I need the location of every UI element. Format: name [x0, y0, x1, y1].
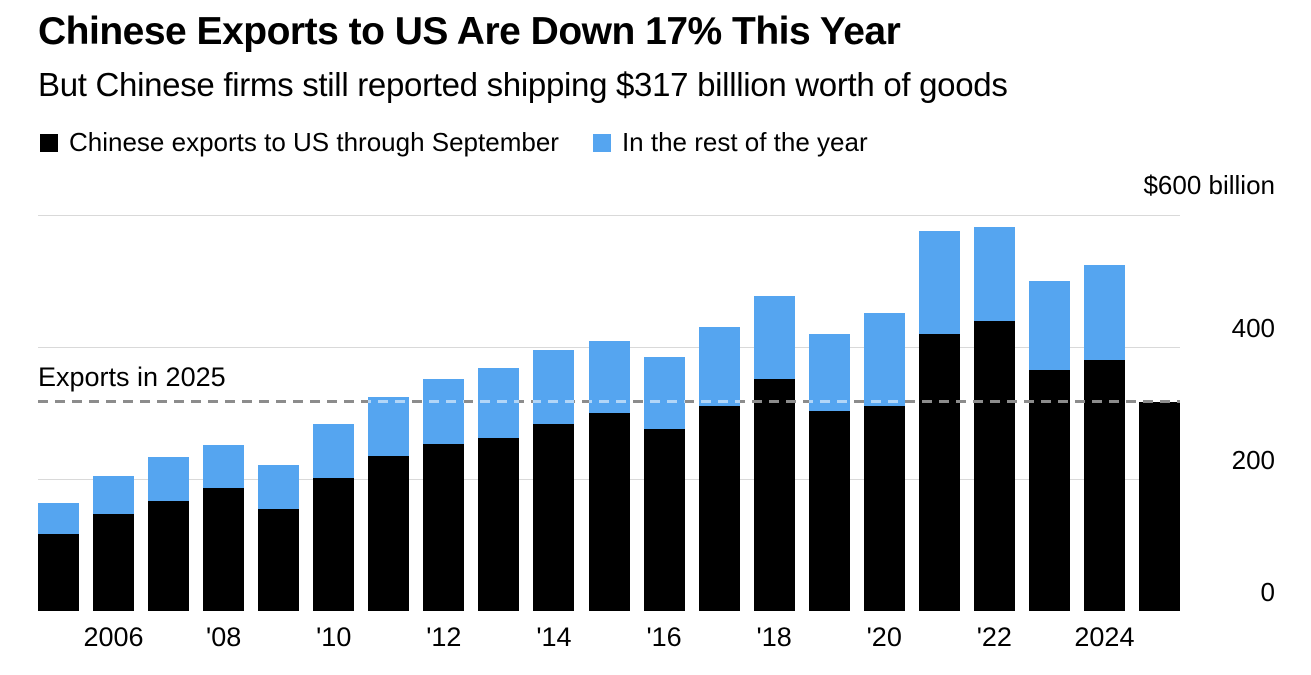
bar-group-2006	[93, 476, 135, 611]
bar-segment-rest	[1083, 264, 1125, 360]
bar-group-2017	[698, 327, 740, 611]
bar-segment-rest	[93, 476, 135, 514]
bar-segment-september	[863, 406, 905, 611]
bar-segment-september	[368, 455, 410, 611]
bar-segment-september	[643, 429, 685, 611]
bar-segment-september	[588, 412, 630, 611]
bar-segment-september	[808, 411, 850, 611]
legend-item-rest: In the rest of the year	[592, 127, 868, 158]
bar-segment-september	[1139, 401, 1180, 611]
bar-segment-rest	[698, 327, 740, 407]
bar-segment-rest	[313, 424, 355, 478]
bar-segment-rest	[258, 465, 300, 509]
x-tick-label: '16	[646, 622, 682, 652]
bar-segment-september	[1083, 359, 1125, 611]
bar-group-2010	[313, 424, 355, 611]
bar-segment-september	[148, 500, 190, 611]
bar-group-2012	[423, 378, 465, 611]
x-tick-label: '08	[206, 622, 242, 652]
bar-segment-rest	[368, 396, 410, 456]
bar-group-2022	[973, 226, 1015, 611]
x-tick-label: '14	[536, 622, 572, 652]
bar-segment-september	[423, 444, 465, 611]
bar-segment-september	[698, 406, 740, 611]
bar-group-2018	[753, 295, 795, 611]
bar-group-2011	[368, 396, 410, 612]
bar-segment-rest	[148, 457, 190, 501]
bar-group-2009	[258, 465, 300, 611]
bar-segment-september	[478, 438, 520, 611]
bar-group-2013	[478, 368, 520, 611]
y-tick-label: 400	[1231, 313, 1275, 343]
legend-item-september: Chinese exports to US through September	[40, 127, 559, 158]
bar-group-2019	[808, 334, 850, 611]
x-tick-label: '12	[426, 622, 462, 652]
reference-line-label: Exports in 2025	[38, 361, 226, 392]
bar-segment-september	[918, 334, 960, 611]
legend: Chinese exports to US through September …	[40, 127, 868, 158]
bar-segment-rest	[423, 378, 465, 444]
legend-swatch-september	[40, 133, 58, 152]
legend-label-rest: In the rest of the year	[621, 127, 868, 157]
y-axis-top-label: $600 billion	[1143, 170, 1275, 200]
bar-group-2020	[863, 312, 905, 611]
reference-line	[38, 400, 1180, 404]
y-tick-label: 0	[1260, 577, 1275, 607]
bar-segment-september	[93, 513, 135, 611]
bar-segment-rest	[918, 230, 960, 335]
x-tick-label: 2006	[83, 622, 144, 652]
x-tick-label: '22	[976, 622, 1012, 652]
bar-segment-september	[753, 379, 795, 611]
x-tick-label: '18	[756, 622, 792, 652]
y-tick-label: 200	[1231, 445, 1275, 475]
bar-segment-september	[973, 320, 1015, 611]
page-subtitle: But Chinese firms still reported shippin…	[38, 66, 1008, 103]
x-tick-label: '10	[316, 622, 352, 652]
bar-group-2005	[38, 503, 79, 611]
gridline	[38, 215, 1180, 216]
bar-segment-september	[38, 533, 79, 611]
x-tick-label: '20	[866, 622, 902, 652]
legend-swatch-rest	[592, 133, 611, 152]
bar-group-2021	[918, 230, 960, 611]
page-title: Chinese Exports to US Are Down 17% This …	[38, 10, 901, 53]
bar-segment-rest	[863, 312, 905, 407]
bar-group-2024	[1083, 264, 1125, 612]
bar-group-2023	[1028, 281, 1070, 611]
bar-segment-rest	[1028, 281, 1070, 371]
x-tick-label: 2024	[1074, 622, 1135, 652]
bar-segment-rest	[643, 356, 685, 430]
bar-segment-rest	[753, 295, 795, 380]
bar-group-2007	[148, 457, 190, 611]
bar-group-2025	[1139, 401, 1180, 611]
bar-segment-rest	[38, 503, 79, 534]
bar-group-2016	[643, 356, 685, 611]
bar-group-2014	[533, 349, 575, 611]
bar-segment-rest	[808, 334, 850, 411]
bar-segment-rest	[533, 349, 575, 425]
bar-segment-september	[313, 477, 355, 611]
bar-segment-september	[1028, 370, 1070, 611]
bar-segment-rest	[973, 226, 1015, 321]
bar-segment-september	[258, 508, 300, 611]
bar-segment-september	[533, 424, 575, 611]
legend-label-september: Chinese exports to US through September	[69, 127, 559, 157]
bar-group-2008	[203, 444, 245, 611]
bar-group-2015	[588, 341, 630, 611]
bar-segment-rest	[203, 444, 245, 489]
bar-segment-september	[203, 488, 245, 611]
